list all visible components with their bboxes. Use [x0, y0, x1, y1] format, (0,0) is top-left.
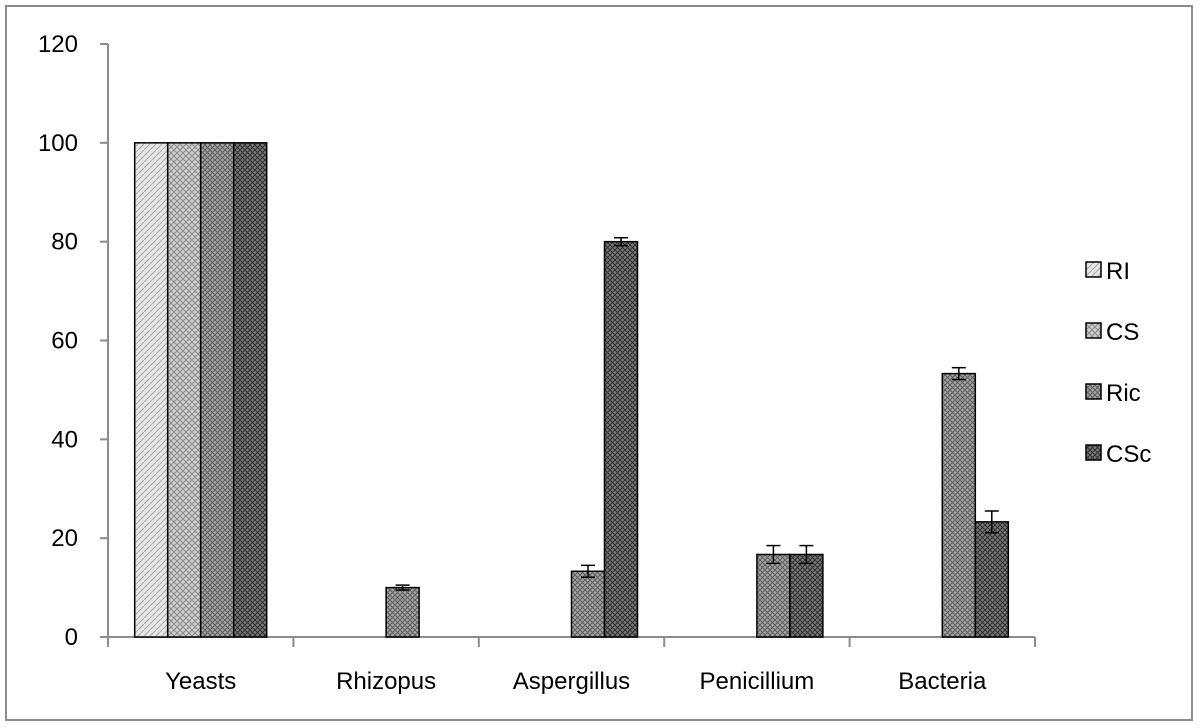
x-tick-label-penicillium: Penicillium — [700, 668, 815, 695]
x-tick-label-yeasts: Yeasts — [165, 668, 236, 695]
legend-swatch-cs — [1085, 322, 1102, 339]
y-tick-label: 100 — [38, 130, 78, 157]
bar-ri-yeasts — [133, 142, 169, 638]
bar-ric-penicillium — [756, 553, 791, 638]
y-tick-label: 0 — [65, 624, 78, 651]
y-tick-label: 40 — [51, 426, 78, 453]
y-tick-label: 60 — [51, 328, 78, 355]
tick-labels: 0 20 40 60 80 100 120 Yeasts Rhizopus Aspergillus… — [38, 31, 987, 695]
y-tick-label: 80 — [51, 229, 78, 256]
x-tick-label-bacteria: Bacteria — [898, 668, 987, 695]
y-tick-label: 120 — [38, 31, 78, 58]
x-tick-label-rhizopus: Rhizopus — [336, 668, 436, 695]
legend: RI CS Ric CSc — [1085, 258, 1151, 468]
bar-csc-yeasts — [232, 142, 268, 638]
bars — [133, 142, 1010, 638]
legend-label-csc: CSc — [1106, 441, 1151, 468]
bar-csc-penicillium — [789, 553, 824, 638]
x-tick-label-aspergillus: Aspergillus — [513, 668, 630, 695]
bar-ric-aspergillus — [570, 570, 606, 638]
error-bars — [395, 236, 999, 591]
legend-label-ric: Ric — [1106, 380, 1141, 407]
bar-csc-bacteria — [974, 521, 1010, 638]
bar-ric-bacteria — [941, 372, 977, 638]
legend-label-cs: CS — [1106, 319, 1139, 346]
bar-ric-rhizopus — [385, 586, 420, 638]
legend-label-ri: RI — [1106, 258, 1130, 285]
y-tick-label: 20 — [51, 525, 78, 552]
bar-cs-yeasts — [166, 142, 202, 638]
legend-swatch-ri — [1085, 261, 1102, 278]
legend-swatch-ric — [1085, 383, 1102, 400]
legend-swatch-csc — [1085, 444, 1102, 461]
bar-csc-aspergillus — [603, 240, 639, 638]
bar-ric-yeasts — [199, 142, 235, 638]
